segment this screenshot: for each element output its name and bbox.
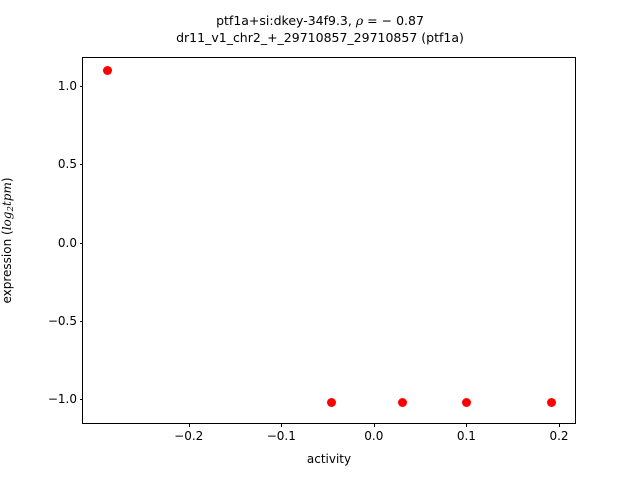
x-axis-tick-label: 0.1 (456, 429, 476, 443)
chart-title: ptf1a+si:dkey-34f9.3, ρ = − 0.87 dr11_v1… (0, 12, 640, 46)
y-axis-label-prefix: expression ( (0, 230, 14, 304)
x-axis-tick-label: 0.0 (364, 429, 384, 443)
y-axis-label-math-base: log (0, 211, 14, 231)
plot-axes: −0.2 −0.1 0.0 0.1 0.2 −1.0 −0.5 0.0 0.5 1.0 (48, 57, 576, 443)
y-axis-tick (79, 86, 83, 88)
y-axis-tick-label: −1.0 (47, 392, 77, 407)
plot-area (83, 58, 575, 423)
chart-title-line-1: ptf1a+si:dkey-34f9.3, ρ = − 0.87 (0, 12, 640, 29)
y-axis-label-suffix: ) (0, 177, 14, 183)
chart-title-prefix: ptf1a+si:dkey-34f9.3, (216, 13, 356, 28)
y-axis-tick (79, 399, 83, 401)
chart-title-line-2: dr11_v1_chr2_+_29710857_29710857 (ptf1a) (176, 30, 464, 45)
data-point (461, 397, 471, 407)
x-axis-tick (373, 423, 375, 427)
y-axis-tick-label: 0.0 (57, 235, 77, 250)
data-point (398, 397, 408, 407)
rho-symbol: ρ (355, 13, 364, 28)
y-axis-tick-label: −0.5 (47, 313, 77, 328)
x-axis-label: activity (306, 452, 352, 466)
data-point (547, 397, 557, 407)
y-axis-tick (79, 164, 83, 166)
x-axis-tick-label: −0.1 (266, 429, 296, 443)
y-axis-label-math-sub: 2 (6, 206, 17, 212)
x-axis-tick (466, 423, 468, 427)
x-axis-tick (281, 423, 283, 427)
y-axis-tick-label: 1.0 (57, 79, 77, 94)
x-axis-tick (188, 423, 190, 427)
data-point (102, 66, 112, 76)
y-axis-label: expression (log2tpm) (0, 57, 18, 424)
x-axis-tick-label: −0.2 (174, 429, 204, 443)
y-axis-label-math-tail: tpm (0, 182, 14, 207)
x-axis-tick (558, 423, 560, 427)
x-axis-tick-label: 0.2 (549, 429, 569, 443)
data-point (326, 397, 336, 407)
y-axis-tick (79, 320, 83, 322)
chart-title-rho-value: = − 0.87 (363, 13, 424, 28)
y-axis-tick-label: 0.5 (57, 157, 77, 172)
y-axis-tick (79, 242, 83, 244)
